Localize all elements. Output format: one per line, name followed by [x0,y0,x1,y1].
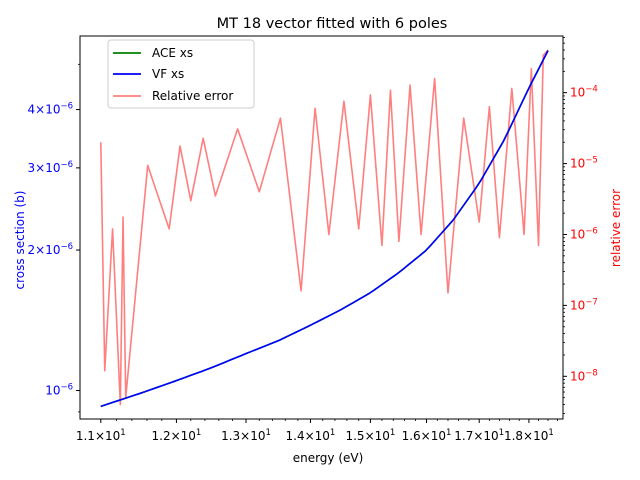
x-tick-label-0: 1.1×101 [76,428,126,443]
y-right-tick-label-2: 10−6 [570,226,598,241]
x-tick-label-7: 1.8×101 [504,428,554,443]
y-left-tick-label-0: 10−6 [45,383,73,398]
y-right-tick-label-1: 10−7 [570,297,598,312]
series-relative-error [99,49,549,406]
plot-area [99,49,549,408]
x-tick-label-6: 1.7×101 [454,428,504,443]
x-tick-label-2: 1.3×101 [221,428,271,443]
axis-ticks: 1.1×101 1.2×101 1.3×101 1.4×101 1.5×101 1.6×1… [28,37,598,443]
legend-label-vf: VF xs [152,67,184,81]
x-axis-label: energy (eV) [293,451,364,465]
x-tick-label-5: 1.6×101 [402,428,452,443]
x-tick-label-1: 1.2×101 [152,428,202,443]
y-axis-right-label: relative error [609,189,623,267]
series-vf-xs [100,50,549,408]
chart-title: MT 18 vector fitted with 6 poles [217,16,448,32]
y-axis-left-label: cross section (b) [13,191,27,290]
y-left-tick-label-3: 4×10−6 [28,102,74,117]
y-right-tick-label-0: 10−8 [570,368,598,383]
legend: ACE xs VF xs Relative error [107,39,255,109]
legend-label-error: Relative error [152,89,233,103]
legend-label-ace: ACE xs [152,46,193,60]
x-tick-label-4: 1.5×101 [345,428,395,443]
y-right-tick-label-4: 10−4 [570,85,598,100]
y-left-tick-label-2: 3×10−6 [28,160,74,175]
y-right-tick-label-3: 10−5 [570,156,598,171]
y-left-tick-label-1: 2×10−6 [28,242,74,257]
legend-box [107,39,255,109]
x-tick-label-3: 1.4×101 [286,428,336,443]
axes-frame [79,35,564,420]
